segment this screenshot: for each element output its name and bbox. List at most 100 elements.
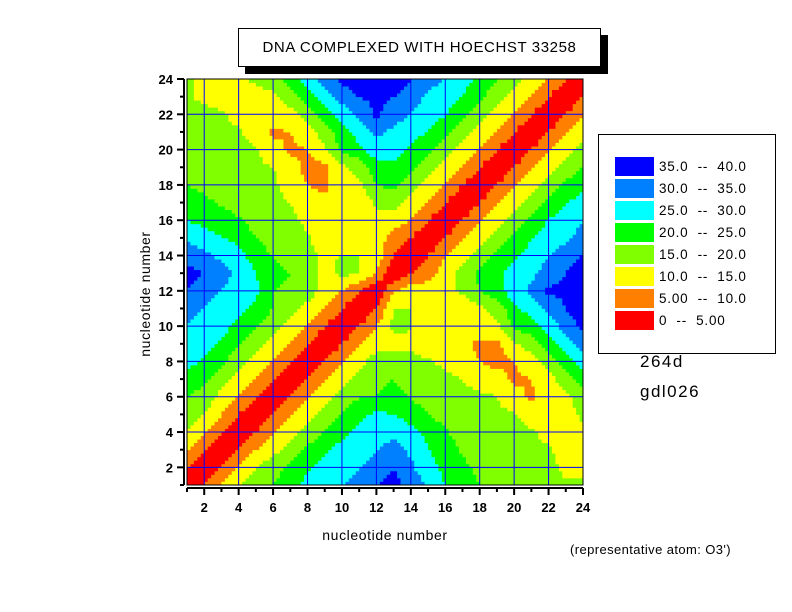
- contour-band-cell: [328, 322, 360, 327]
- contour-band-cell: [200, 357, 229, 362]
- contour-band-cell: [393, 227, 422, 232]
- contour-band-cell: [300, 403, 326, 408]
- contour-band-cell: [572, 357, 584, 362]
- contour-band-cell: [465, 460, 556, 465]
- contour-band-cell: [348, 107, 374, 112]
- contour-band-cell: [486, 191, 508, 196]
- contour-band-cell: [366, 460, 415, 465]
- contour-band-cell: [273, 481, 302, 486]
- contour-band-cell: [304, 379, 326, 384]
- contour-band-cell: [221, 414, 240, 419]
- contour-band-cell: [314, 439, 343, 444]
- contour-band-cell: [434, 121, 460, 126]
- contour-band-cell: [328, 163, 346, 168]
- contour-band-cell: [572, 107, 584, 112]
- contour-band-cell: [459, 266, 481, 271]
- contour-band-cell: [279, 326, 305, 331]
- contour-band-cell: [507, 375, 529, 380]
- contour-band-cell: [407, 273, 436, 278]
- contour-band-cell: [279, 403, 302, 408]
- contour-band-cell: [531, 350, 549, 355]
- contour-band-cell: [324, 357, 346, 362]
- contour-band-cell: [341, 340, 364, 345]
- contour-band-cell: [410, 396, 498, 401]
- contour-band-cell: [431, 124, 456, 129]
- contour-band-cell: [300, 220, 408, 225]
- contour-band-cell: [193, 460, 226, 465]
- contour-band-cell: [317, 262, 336, 267]
- contour-band-cell: [293, 89, 312, 94]
- contour-band-cell: [472, 107, 494, 112]
- contour-band-cell: [490, 135, 512, 140]
- contour-band-cell: [307, 181, 329, 186]
- contour-band-cell: [187, 89, 195, 94]
- contour-band-cell: [245, 135, 274, 140]
- contour-band-cell: [362, 364, 443, 369]
- contour-band-cell: [486, 93, 508, 98]
- contour-band-cell: [252, 379, 274, 384]
- contour-band-cell: [283, 400, 305, 405]
- contour-band-cell: [279, 350, 302, 355]
- contour-band-cell: [204, 449, 236, 454]
- contour-band-cell: [231, 350, 257, 355]
- contour-band-cell: [224, 407, 246, 412]
- contour-band-cell: [558, 322, 577, 327]
- contour-band-cell: [314, 248, 384, 253]
- contour-band-cell: [465, 114, 487, 119]
- contour-band-cell: [369, 100, 388, 105]
- contour-band-cell: [269, 128, 284, 133]
- contour-band-cell: [541, 326, 560, 331]
- contour-band-cell: [293, 357, 326, 362]
- contour-band-cell: [376, 280, 395, 285]
- contour-band-cell: [421, 432, 450, 436]
- contour-band-cell: [187, 407, 209, 412]
- contour-band-cell: [279, 372, 312, 376]
- contour-band-cell: [572, 400, 584, 405]
- contour-band-cell: [393, 124, 432, 129]
- contour-band-cell: [572, 396, 584, 401]
- contour-band-cell: [217, 435, 250, 440]
- contour-band-cell: [248, 474, 281, 479]
- contour-band-cell: [407, 82, 439, 87]
- legend-swatch: [615, 201, 654, 220]
- contour-band-cell: [400, 276, 432, 281]
- contour-band-cell: [455, 146, 481, 151]
- contour-band-cell: [548, 174, 574, 179]
- contour-band-cell: [286, 396, 308, 401]
- contour-band-cell: [187, 424, 191, 429]
- contour-band-cell: [266, 386, 298, 391]
- contour-band-cell: [541, 266, 570, 271]
- contour-band-cell: [421, 100, 456, 105]
- contour-band-cell: [555, 142, 580, 147]
- contour-band-cell: [314, 128, 333, 133]
- contour-band-cell: [541, 202, 567, 207]
- contour-band-cell: [524, 389, 536, 394]
- contour-band-cell: [527, 283, 553, 288]
- contour-band-cell: [500, 223, 522, 228]
- contour-band-cell: [483, 216, 508, 221]
- contour-band-cell: [214, 343, 240, 348]
- contour-band-cell: [565, 202, 584, 207]
- contour-band-cell: [338, 343, 360, 348]
- contour-band-cell: [252, 329, 277, 334]
- contour-band-cell: [310, 319, 329, 323]
- contour-band-cell: [383, 308, 395, 313]
- contour-band-cell: [510, 336, 536, 341]
- contour-band-cell: [431, 357, 481, 362]
- contour-band-cell: [262, 86, 291, 90]
- contour-band-cell: [324, 403, 350, 408]
- contour-band-cell: [503, 304, 518, 309]
- contour-band-cell: [510, 234, 536, 239]
- contour-band-cell: [187, 251, 212, 256]
- contour-band-cell: [383, 290, 395, 295]
- contour-band-cell: [187, 393, 191, 398]
- contour-band-cell: [410, 191, 436, 196]
- contour-band-cell: [235, 372, 260, 376]
- contour-band-cell: [562, 181, 584, 186]
- contour-band-cell: [493, 230, 515, 235]
- contour-band-cell: [386, 283, 408, 288]
- contour-band-cell: [187, 428, 209, 433]
- chart-title: DNA COMPLEXED WITH HOECHST 33258: [238, 28, 601, 67]
- contour-band-cell: [428, 446, 460, 451]
